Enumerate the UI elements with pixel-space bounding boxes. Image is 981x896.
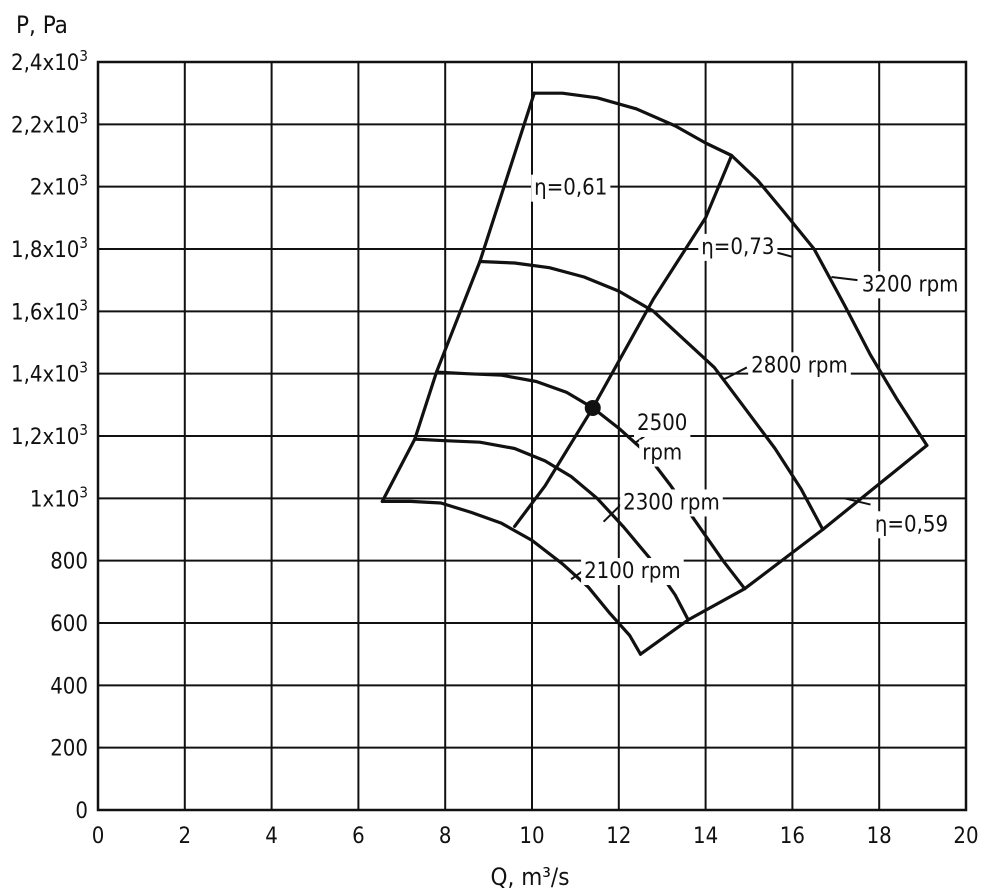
curve-2800-rpm	[478, 259, 825, 532]
y-tick-label: 1x103	[30, 483, 88, 512]
x-axis-title: Q, m³/s	[491, 863, 570, 891]
plot-frame	[96, 60, 968, 812]
y-tick-label: 1,4x103	[11, 359, 88, 388]
x-tick-label: 6	[352, 824, 365, 849]
label-background	[531, 174, 611, 202]
label-background	[871, 511, 952, 539]
curve-2100-rpm	[380, 499, 643, 656]
operating-point	[584, 399, 601, 416]
curve-3200-rpm	[532, 91, 929, 447]
y-tick-label: 2,4x103	[11, 47, 88, 76]
y-tick-label: 1,6x103	[11, 296, 88, 325]
x-tick-label: 14	[693, 824, 718, 849]
y-tick-label: 2,2x103	[11, 109, 88, 138]
x-tick-label: 8	[439, 824, 452, 849]
x-tick-label: 4	[265, 824, 278, 849]
x-tick-label: 12	[606, 824, 631, 849]
label-background	[698, 233, 778, 261]
curve-2500-rpm	[434, 370, 747, 591]
x-tick-label: 20	[953, 824, 978, 849]
leader-line	[722, 366, 748, 381]
y-tick-label: 200	[50, 737, 88, 762]
leader-line	[831, 276, 858, 282]
label-background	[581, 558, 684, 586]
curve-eta-0-73	[513, 153, 734, 528]
x-tick-label: 0	[92, 824, 105, 849]
x-tick-label: 2	[179, 824, 192, 849]
annotation-labels: η=0,61 η=0,73 3200 rpm 2800 rpm 2500 rpm 2300 …	[531, 174, 962, 586]
curve-label-rpm: rpm	[642, 441, 682, 466]
curve-layer	[380, 91, 929, 656]
leader-line	[844, 497, 871, 506]
y-tick-label: 2x103	[30, 172, 88, 201]
leader-line	[602, 503, 622, 523]
x-tick-label: 18	[867, 824, 892, 849]
y-axis-title: P, Pa	[16, 11, 68, 39]
curve-label-eta-0-73: η=0,73	[701, 235, 774, 260]
x-tick-label: 10	[519, 824, 544, 849]
grid-lines	[97, 61, 967, 811]
y-tick-label: 400	[50, 674, 88, 699]
y-tick-label: 1,2x103	[11, 421, 88, 450]
label-background	[639, 439, 686, 467]
y-tick-label: 1,8x103	[11, 234, 88, 263]
label-background	[748, 352, 851, 380]
y-tick-label: 0	[75, 799, 88, 824]
curve-label-eta-0-61: η=0,61	[534, 176, 607, 201]
label-background	[858, 271, 962, 299]
curve-label-2800-rpm: 2800 rpm	[751, 353, 848, 378]
curve-label-3200-rpm: 3200 rpm	[862, 272, 959, 297]
label-background	[620, 489, 723, 517]
tick-labels: 0 2 4 6 8 10 12 14 16 18 2002004006008001x1031,2x1…	[11, 47, 979, 849]
y-tick-label: 800	[50, 550, 88, 575]
curve-label-2100-rpm: 2100 rpm	[584, 559, 681, 584]
label-background	[634, 409, 691, 437]
y-tick-label: 600	[50, 612, 88, 637]
x-tick-label: 16	[780, 824, 805, 849]
curve-label-2300-rpm: 2300 rpm	[623, 490, 720, 515]
curve-eta-0-61	[380, 91, 536, 503]
curve-label-2500: 2500	[637, 411, 687, 436]
leader-line	[774, 251, 793, 258]
curve-label-eta-0-59: η=0,59	[875, 512, 948, 537]
